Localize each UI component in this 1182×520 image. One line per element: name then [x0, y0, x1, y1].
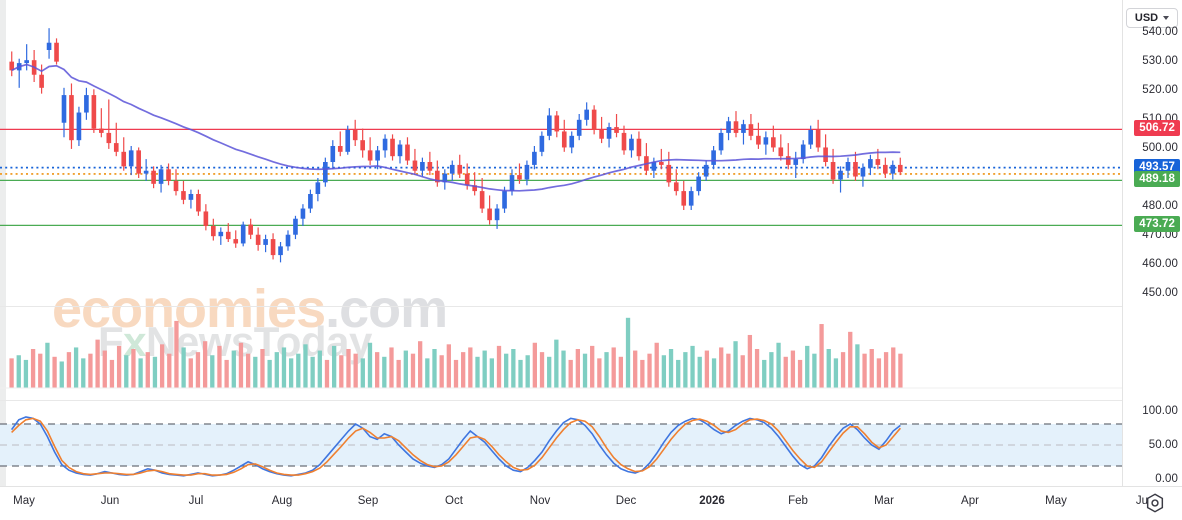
chevron-down-icon — [1163, 16, 1170, 20]
time-tick: Mar — [874, 495, 894, 507]
price-level-badge[interactable]: 489.18 — [1134, 171, 1180, 188]
time-tick: Dec — [615, 495, 637, 507]
time-tick: May — [13, 495, 35, 507]
left-gutter — [0, 0, 6, 486]
time-tick: Ju — [1135, 495, 1149, 507]
currency-selector[interactable]: USD — [1126, 8, 1178, 28]
time-tick: May — [1045, 495, 1067, 507]
price-tick: 460.00 — [1142, 258, 1178, 271]
price-level-badge[interactable]: 506.72 — [1134, 120, 1180, 137]
time-tick: Sep — [357, 495, 379, 507]
chart-canvas[interactable] — [0, 0, 1122, 486]
price-level-badge[interactable]: 473.72 — [1134, 216, 1180, 233]
oscillator-tick: 0.00 — [1155, 473, 1178, 485]
panel-divider-volume-osc — [0, 400, 1122, 401]
time-axis[interactable]: May Jun Jul Aug Sep Oct Nov Dec 2026 Feb Mar Apr May… — [0, 486, 1182, 520]
time-tick: Apr — [961, 495, 979, 507]
price-tick: 470.00 — [1142, 229, 1178, 242]
price-tick: 480.00 — [1142, 200, 1178, 213]
price-tick: 540.00 — [1142, 25, 1178, 38]
time-tick: Nov — [529, 495, 551, 507]
price-axis[interactable]: USD 540.00530.00520.00510.00500.00490.00… — [1122, 0, 1182, 520]
oscillator-tick: 100.00 — [1142, 405, 1178, 417]
time-tick: Jul — [188, 495, 204, 507]
time-tick: Jun — [100, 495, 120, 507]
currency-label: USD — [1134, 12, 1159, 24]
panel-divider-price-volume — [0, 306, 1122, 307]
plot-area[interactable] — [0, 0, 1122, 486]
time-tick: Aug — [271, 495, 293, 507]
gear-hexagon-icon[interactable] — [1144, 492, 1166, 514]
time-tick: Oct — [445, 495, 463, 507]
price-tick: 450.00 — [1142, 287, 1178, 300]
price-tick: 520.00 — [1142, 83, 1178, 96]
time-tick: Feb — [788, 495, 808, 507]
time-tick: 2026 — [699, 495, 725, 507]
price-tick: 500.00 — [1142, 141, 1178, 154]
price-level-badge[interactable]: 493.57 — [1134, 158, 1180, 175]
price-tick: 530.00 — [1142, 54, 1178, 67]
oscillator-tick: 50.00 — [1148, 439, 1178, 451]
